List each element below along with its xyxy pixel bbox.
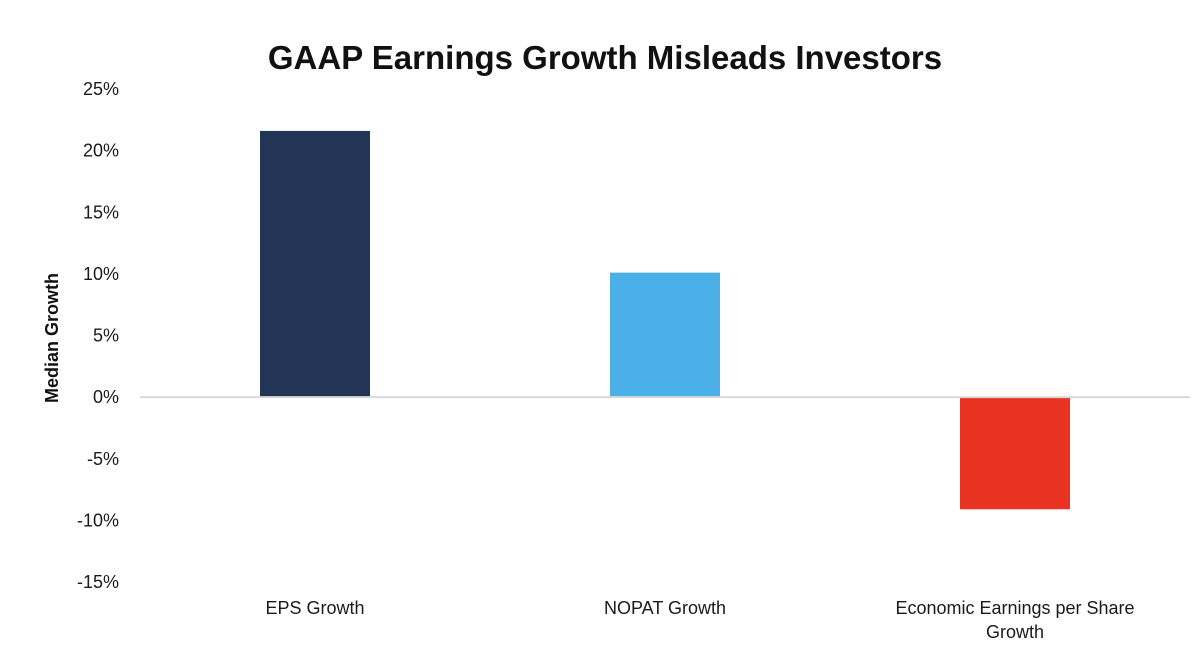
x-category-label: Growth xyxy=(986,622,1044,642)
y-tick-label: -5% xyxy=(87,449,119,469)
y-axis-ticks: 25% 20% 15% 10% 5% 0% -5% -10% -15% xyxy=(77,79,119,592)
y-tick-label: 20% xyxy=(83,141,119,161)
x-category-label: Economic Earnings per Share xyxy=(895,598,1134,618)
bars-group xyxy=(260,130,1070,510)
y-tick-label: 15% xyxy=(83,202,119,222)
chart-title: GAAP Earnings Growth Misleads Investors xyxy=(268,39,942,76)
bar xyxy=(960,397,1070,510)
y-tick-label: 25% xyxy=(83,79,119,99)
y-tick-label: 0% xyxy=(93,387,119,407)
x-axis-labels: EPS Growth NOPAT Growth Economic Earnings … xyxy=(265,598,1134,642)
y-tick-label: 10% xyxy=(83,264,119,284)
bar xyxy=(260,130,370,398)
y-tick-label: -15% xyxy=(77,572,119,592)
y-tick-label: -10% xyxy=(77,510,119,530)
y-tick-label: 5% xyxy=(93,326,119,346)
x-category-label: NOPAT Growth xyxy=(604,598,726,618)
bar xyxy=(610,272,720,398)
y-axis-label: Median Growth xyxy=(42,273,62,403)
x-category-label: EPS Growth xyxy=(265,598,364,618)
